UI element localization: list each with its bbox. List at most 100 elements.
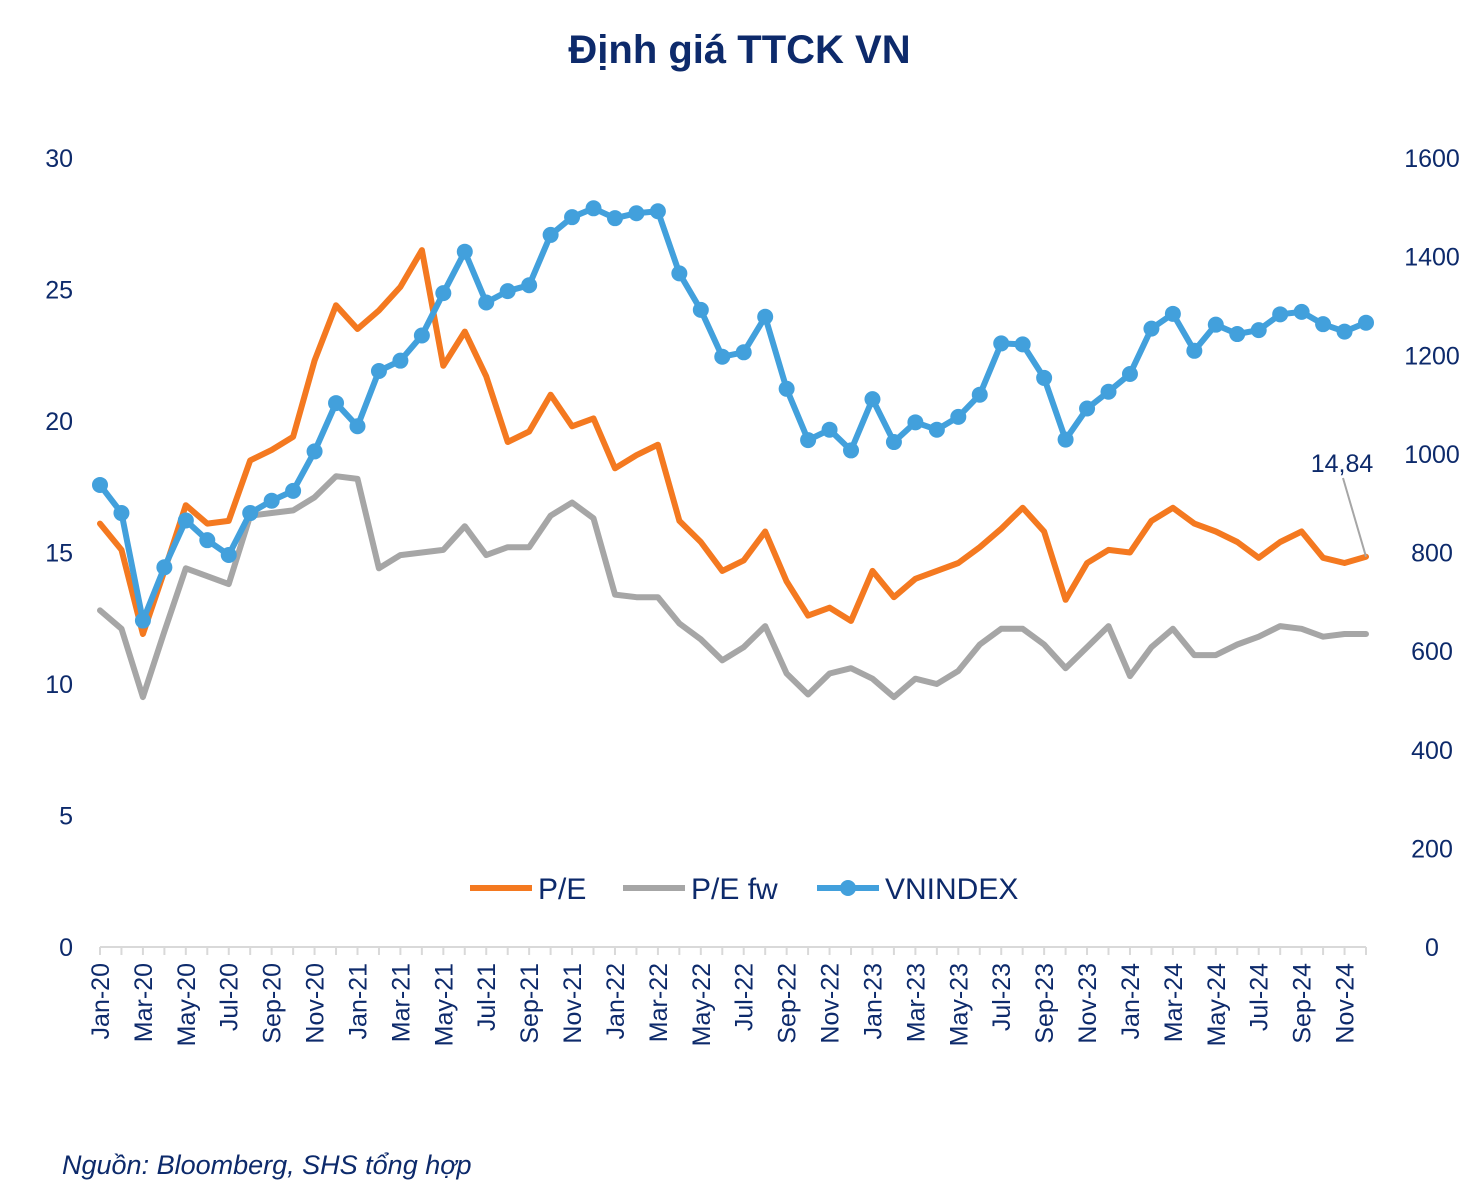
point-vnindex — [757, 308, 774, 325]
y-right-tick-label: 600 — [1411, 638, 1453, 666]
point-vnindex — [521, 277, 538, 294]
point-vnindex — [971, 386, 988, 403]
source-note: Nguồn: Bloomberg, SHS tổng hợp — [62, 1150, 472, 1180]
point-vnindex — [585, 200, 602, 217]
point-vnindex — [1250, 322, 1267, 339]
point-vnindex — [1336, 323, 1353, 340]
y-right-tick-label: 1600 — [1404, 145, 1460, 173]
chart-title: Định giá TTCK VN — [568, 28, 911, 72]
x-tick-label: Mar-22 — [645, 963, 673, 1042]
x-tick-label: Sep-21 — [516, 963, 544, 1044]
x-tick-label: May-22 — [688, 963, 716, 1046]
x-tick-label: Mar-21 — [387, 963, 415, 1042]
legend-label-p-e: P/E — [538, 873, 586, 906]
point-vnindex — [1229, 326, 1246, 343]
point-vnindex — [542, 226, 559, 243]
point-vnindex — [885, 434, 902, 451]
series-layer — [92, 200, 1374, 701]
point-vnindex — [156, 559, 173, 576]
y-right-tick-label: 400 — [1411, 737, 1453, 765]
point-vnindex — [907, 414, 924, 431]
point-vnindex — [134, 612, 151, 629]
point-vnindex — [1186, 342, 1203, 359]
point-vnindex — [499, 283, 516, 300]
point-vnindex — [285, 482, 302, 499]
point-vnindex — [1121, 365, 1138, 382]
x-tick-label: Jan-23 — [859, 963, 887, 1039]
point-vnindex — [1100, 383, 1117, 400]
point-vnindex — [993, 335, 1010, 352]
point-vnindex — [328, 395, 345, 412]
y-right-tick-label: 0 — [1425, 934, 1439, 962]
x-tick-label: May-21 — [430, 963, 458, 1046]
point-vnindex — [735, 344, 752, 361]
point-vnindex — [1143, 320, 1160, 337]
point-vnindex — [864, 391, 881, 408]
point-vnindex — [392, 352, 409, 369]
point-vnindex — [113, 505, 130, 522]
x-tick-label: Nov-24 — [1332, 963, 1360, 1044]
y-left-tick-label: 25 — [45, 277, 73, 305]
y-left-tick-label: 20 — [45, 408, 73, 436]
annotation-label: 14,84 — [1311, 450, 1374, 478]
x-tick-label: Mar-23 — [902, 963, 930, 1042]
y-left-tick-label: 15 — [45, 540, 73, 568]
x-tick-label: Jul-24 — [1246, 963, 1274, 1031]
point-vnindex — [242, 505, 259, 522]
point-vnindex — [714, 348, 731, 365]
series-line-p-e — [97, 247, 1369, 637]
point-vnindex — [92, 476, 108, 493]
point-vnindex — [456, 243, 473, 260]
point-vnindex — [349, 418, 366, 435]
y-left-tick-label: 10 — [45, 671, 73, 699]
axes: Jan-20 Mar-20 May-20 Jul-20 Sep-20 Nov-20 Jan-… — [45, 145, 1460, 1046]
x-tick-label: May-23 — [945, 963, 973, 1046]
annotation-leader — [1342, 477, 1367, 557]
point-vnindex — [564, 209, 581, 226]
y-right-tick-label: 1000 — [1404, 441, 1460, 469]
point-vnindex — [1057, 431, 1074, 448]
x-tick-label: Jan-20 — [87, 963, 115, 1039]
point-vnindex — [263, 492, 280, 509]
point-vnindex — [1079, 400, 1096, 417]
point-vnindex — [220, 546, 237, 563]
point-vnindex — [1272, 306, 1289, 323]
x-tick-label: Sep-24 — [1289, 963, 1317, 1044]
y-left-tick-label: 5 — [59, 803, 73, 831]
point-vnindex — [800, 432, 817, 449]
y-right-tick-label: 1400 — [1404, 244, 1460, 272]
x-tick-label: Sep-23 — [1031, 963, 1059, 1044]
point-vnindex — [1014, 336, 1031, 353]
series-line-vnindex — [97, 205, 1369, 624]
x-tick-label: Jul-20 — [216, 963, 244, 1031]
point-vnindex — [1358, 314, 1374, 331]
point-vnindex — [692, 301, 709, 318]
point-vnindex — [306, 443, 323, 460]
annotation: 14,84 — [1311, 450, 1374, 557]
y-right-tick-label: 200 — [1411, 835, 1453, 863]
point-vnindex — [1207, 316, 1224, 333]
x-tick-label: Jan-22 — [602, 963, 630, 1039]
point-vnindex — [649, 203, 666, 220]
point-vnindex — [177, 512, 194, 529]
x-tick-label: Mar-20 — [130, 963, 158, 1042]
x-tick-label: May-24 — [1203, 963, 1231, 1046]
point-vnindex — [628, 205, 645, 222]
legend-marker-vnindex — [840, 880, 856, 896]
x-tick-label: Jan-24 — [1117, 963, 1145, 1040]
point-vnindex — [821, 421, 838, 438]
x-tick-label: Nov-22 — [817, 963, 845, 1044]
point-vnindex — [950, 408, 967, 425]
legend-label-p-e-fw: P/E fw — [691, 873, 778, 906]
x-tick-label: Nov-23 — [1074, 963, 1102, 1044]
y-left-tick-label: 30 — [45, 145, 73, 173]
point-vnindex — [606, 210, 623, 227]
point-vnindex — [435, 285, 452, 302]
x-tick-label: Jul-22 — [731, 963, 759, 1031]
y-right-tick-label: 800 — [1411, 540, 1453, 568]
point-vnindex — [199, 532, 216, 549]
x-tick-label: Sep-20 — [259, 963, 287, 1044]
point-vnindex — [413, 327, 430, 344]
x-tick-label: Nov-20 — [302, 963, 330, 1044]
